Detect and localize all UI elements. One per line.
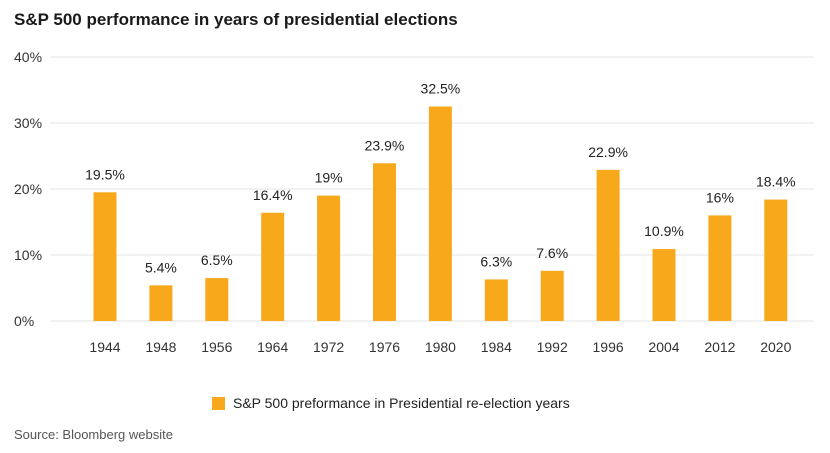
bar: [205, 278, 229, 321]
bar: [317, 195, 341, 321]
x-tick-label: 2004: [648, 339, 679, 355]
data-label: 5.4%: [145, 259, 177, 275]
y-tick-label: 30%: [14, 115, 42, 131]
x-tick-label: 1996: [593, 339, 624, 355]
bar: [373, 163, 396, 321]
bar-chart: 0% 10% 20% 30% 40% 19.5% 5.4% 6.5% 16.4% 19% 23.9…: [14, 49, 814, 355]
data-label: 19%: [315, 170, 343, 186]
x-tick-label: 1976: [369, 339, 400, 355]
legend: S&P 500 preformance in Presidential re-e…: [212, 395, 570, 411]
data-label: 32.5%: [421, 81, 461, 97]
data-label: 19.5%: [85, 166, 125, 182]
y-axis-ticks: 0% 10% 20% 30% 40%: [14, 49, 42, 329]
x-tick-label: 1948: [145, 339, 176, 355]
bar: [93, 192, 117, 321]
data-labels: 19.5% 5.4% 6.5% 16.4% 19% 23.9% 32.5% 6.3% 7.6% 2…: [85, 81, 796, 276]
x-tick-label: 1980: [425, 339, 456, 355]
x-tick-label: 1972: [313, 339, 344, 355]
data-label: 16.4%: [253, 187, 293, 203]
bars: [93, 106, 788, 321]
legend-swatch: [212, 396, 225, 410]
data-label: 6.5%: [201, 252, 233, 268]
bar: [708, 215, 732, 321]
chart-title: S&P 500 performance in years of presiden…: [14, 10, 458, 29]
x-tick-label: 1956: [201, 339, 232, 355]
x-tick-label: 2012: [704, 339, 735, 355]
x-tick-label: 2020: [760, 339, 791, 355]
x-tick-label: 1964: [257, 339, 288, 355]
bar: [484, 279, 508, 321]
data-label: 10.9%: [644, 223, 684, 239]
data-label: 7.6%: [536, 245, 568, 261]
bar: [596, 169, 620, 321]
data-label: 23.9%: [365, 137, 405, 153]
bar: [540, 270, 564, 321]
y-tick-label: 10%: [14, 247, 42, 263]
bar: [652, 249, 676, 321]
data-label: 6.3%: [480, 253, 512, 269]
y-tick-label: 20%: [14, 181, 42, 197]
y-tick-label: 0%: [14, 313, 34, 329]
source-note: Source: Bloomberg website: [14, 427, 173, 442]
bar: [764, 199, 788, 321]
bar: [428, 106, 452, 321]
x-tick-label: 1944: [89, 339, 120, 355]
bar: [261, 212, 285, 321]
data-label: 16%: [706, 189, 734, 205]
bar: [149, 285, 173, 321]
x-tick-label: 1984: [481, 339, 512, 355]
data-label: 18.4%: [756, 174, 796, 190]
data-label: 22.9%: [588, 144, 628, 160]
x-tick-label: 1992: [537, 339, 568, 355]
x-axis-ticks: 1944 1948 1956 1964 1972 1976 1980 1984 1992 1996…: [89, 339, 791, 355]
legend-label: S&P 500 preformance in Presidential re-e…: [233, 395, 570, 411]
y-tick-label: 40%: [14, 49, 42, 65]
